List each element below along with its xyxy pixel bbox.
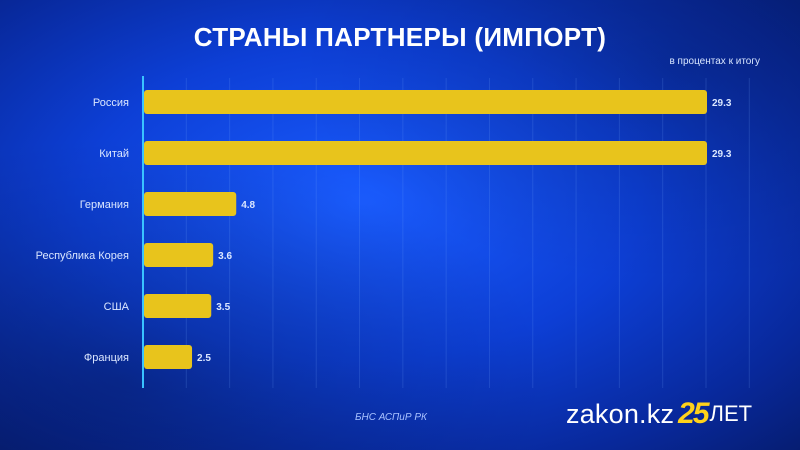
bar-2 [144, 141, 707, 165]
logo-name: zakon.kz [566, 398, 675, 429]
bar-3 [144, 192, 237, 216]
value-label: 29.3 [712, 149, 732, 160]
chart-title: СТРАНЫ ПАРТНЕРЫ (ИМПОРТ) [193, 22, 607, 52]
category-label: Россия [93, 97, 129, 109]
value-label: 29.3 [712, 98, 732, 109]
value-label: 4.8 [241, 200, 255, 211]
bar-1 [144, 90, 707, 114]
source-note: БНС АСПиР РК [355, 412, 427, 423]
logo-suffix: ЛЕТ [709, 401, 753, 426]
category-label: США [104, 301, 130, 313]
category-label: Китай [99, 148, 129, 160]
zakon-logo: zakon.kz 25 ЛЕТ [566, 396, 752, 432]
value-label: 3.6 [218, 251, 232, 262]
unit-note: в процентах к итогу [669, 56, 760, 67]
logo-anniversary: 25 [678, 397, 709, 430]
value-label: 2.5 [197, 353, 211, 364]
value-label: 3.5 [216, 302, 230, 313]
category-label: Франция [84, 352, 129, 364]
category-label: Германия [80, 199, 129, 211]
category-label: Республика Корея [36, 250, 129, 262]
bar-5 [144, 294, 212, 318]
bar-4 [144, 243, 214, 267]
bar-6 [144, 345, 193, 369]
